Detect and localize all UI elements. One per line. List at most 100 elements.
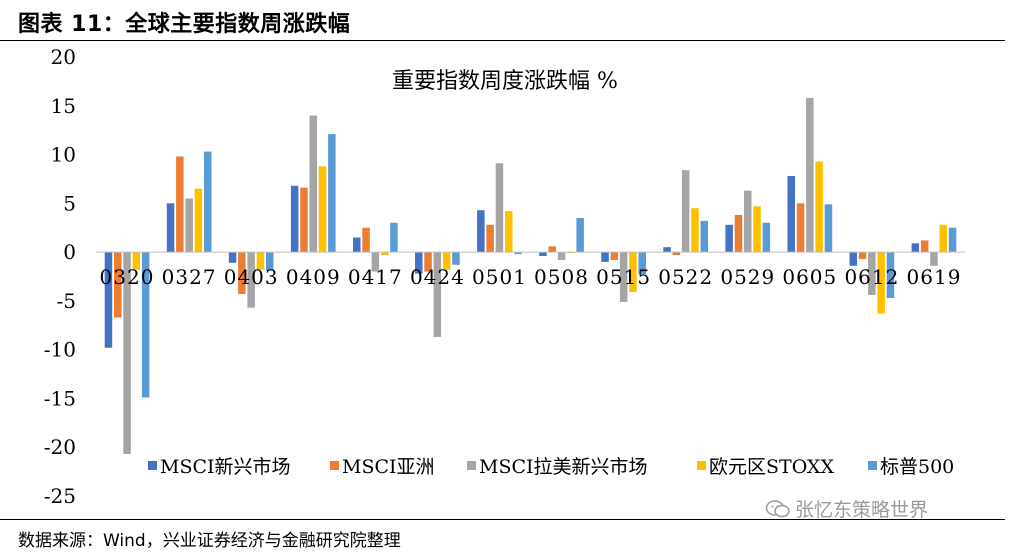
watermark: 张忆东策略世界: [765, 495, 928, 522]
top-rule: [0, 40, 1005, 41]
legend-swatch: [148, 461, 157, 470]
watermark-text: 张忆东策略世界: [795, 499, 929, 521]
bar: [610, 252, 619, 260]
bar: [886, 252, 895, 298]
x-tick-label: 0424: [410, 265, 465, 289]
bar: [353, 237, 361, 253]
x-tick-label: 0605: [782, 265, 837, 289]
bar: [495, 163, 504, 253]
x-tick-label: 0612: [844, 265, 899, 289]
bar: [194, 188, 203, 253]
bar: [734, 215, 743, 253]
bar: [930, 252, 938, 266]
bar: [548, 246, 556, 253]
bar: [247, 252, 255, 308]
legend-label: 标普500: [880, 456, 954, 478]
legend-item: MSCI拉美新兴市场: [467, 456, 648, 478]
figure-title: 图表 11：全球主要指数周涨跌幅: [18, 12, 351, 37]
legend-label: MSCI新兴市场: [160, 456, 291, 478]
legend-swatch: [868, 461, 877, 470]
bar: [638, 252, 646, 275]
bars-layer: [104, 98, 957, 454]
y-tick-label: -20: [44, 435, 76, 459]
bar: [672, 252, 681, 255]
legend-label: 欧元区STOXX: [709, 456, 834, 478]
bar: [939, 224, 947, 253]
y-tick-label: -5: [57, 289, 76, 313]
bar: [753, 206, 761, 253]
bar: [380, 252, 389, 255]
y-axis: 20 15 10 5 0 -5 -10 -15 -20 -25: [44, 45, 76, 508]
bar: [725, 224, 733, 253]
bar: [505, 211, 513, 253]
bar: [629, 252, 637, 293]
bar: [176, 156, 184, 253]
bar: [390, 222, 398, 253]
bar: [691, 208, 699, 253]
bar: [815, 161, 823, 253]
y-tick-label: 5: [63, 191, 76, 215]
bar: [141, 252, 150, 398]
bar: [166, 203, 175, 253]
bar: [681, 170, 690, 253]
bar: [787, 176, 795, 253]
bar: [762, 222, 771, 253]
bottom-rule: [0, 519, 1005, 520]
bar: [796, 203, 805, 253]
legend-item: 欧元区STOXX: [697, 456, 834, 478]
bar: [114, 252, 122, 318]
x-tick-label: 0320: [100, 265, 155, 289]
bar: [576, 218, 584, 253]
y-tick-label: 10: [51, 143, 76, 167]
bar: [123, 252, 131, 454]
chart-title: 重要指数周度涨跌幅 %: [392, 69, 618, 94]
legend-swatch: [467, 461, 476, 470]
bar: [266, 252, 274, 271]
y-tick-label: 20: [51, 45, 76, 69]
x-tick-label: 0619: [907, 265, 962, 289]
x-tick-label: 0508: [534, 265, 589, 289]
y-tick-label: 0: [63, 240, 76, 264]
bar: [318, 166, 327, 253]
x-axis-labels: 0320 0327 0403 0409 0417 0424 0501 0508 0515 0522…: [100, 265, 962, 289]
legend: MSCI新兴市场 MSCI亚洲 MSCI拉美新兴市场 欧元区STOXX 标普500: [148, 456, 954, 478]
bar: [300, 187, 308, 253]
y-tick-label: -25: [44, 484, 76, 508]
bar: [290, 185, 299, 253]
bar: [858, 252, 867, 259]
y-tick-label: 15: [51, 94, 76, 118]
bar: [371, 252, 380, 272]
bar: [601, 252, 609, 262]
bar: [806, 98, 814, 253]
bar: [557, 252, 566, 260]
bar: [663, 247, 671, 253]
x-tick-label: 0327: [162, 265, 217, 289]
legend-item: 标普500: [868, 456, 954, 478]
x-tick-label: 0522: [658, 265, 713, 289]
bar: [877, 252, 885, 314]
bar: [433, 252, 442, 337]
legend-item: MSCI亚洲: [330, 456, 435, 478]
bar: [238, 252, 246, 294]
x-tick-label: 0501: [472, 265, 527, 289]
bar: [486, 224, 494, 253]
y-tick-label: -15: [44, 386, 76, 410]
bar: [452, 252, 460, 265]
bar: [132, 252, 141, 270]
bar: [868, 252, 876, 295]
bar: [911, 243, 920, 253]
bar: [309, 115, 317, 253]
bar: [920, 240, 929, 253]
bar: [256, 252, 265, 270]
bar: [539, 252, 547, 256]
x-tick-label: 0529: [720, 265, 775, 289]
legend-swatch: [697, 461, 706, 470]
bar: [204, 151, 212, 253]
bar: [619, 252, 628, 302]
source-note: 数据来源：Wind，兴业证券经济与金融研究院整理: [18, 531, 401, 551]
bar: [514, 252, 522, 255]
bar: [415, 252, 423, 274]
bar: [442, 252, 451, 270]
bar: [362, 227, 370, 253]
